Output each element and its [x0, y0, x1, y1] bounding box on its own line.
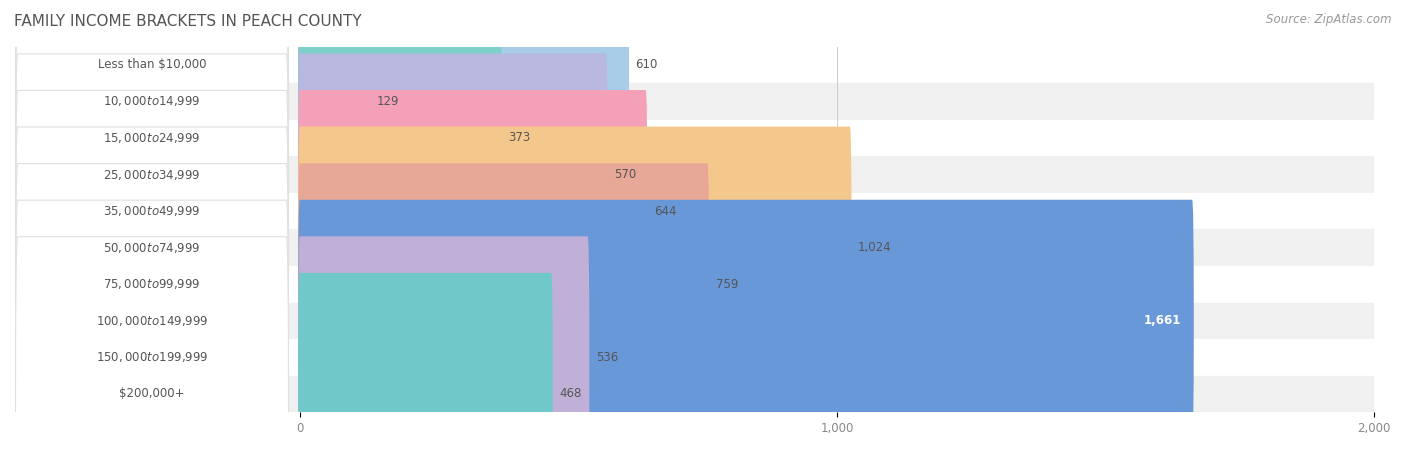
Text: 536: 536	[596, 351, 619, 364]
Text: 644: 644	[654, 205, 676, 218]
Bar	[15, 339, 1374, 376]
FancyBboxPatch shape	[298, 0, 371, 222]
Text: $75,000 to $99,999: $75,000 to $99,999	[103, 277, 201, 291]
FancyBboxPatch shape	[298, 126, 852, 369]
FancyBboxPatch shape	[298, 0, 628, 186]
Text: 610: 610	[636, 58, 658, 71]
Text: 1,024: 1,024	[858, 241, 891, 254]
FancyBboxPatch shape	[15, 0, 288, 294]
Text: FAMILY INCOME BRACKETS IN PEACH COUNTY: FAMILY INCOME BRACKETS IN PEACH COUNTY	[14, 14, 361, 28]
FancyBboxPatch shape	[15, 54, 288, 367]
Bar	[15, 46, 1374, 83]
Text: 570: 570	[614, 168, 637, 181]
FancyBboxPatch shape	[298, 200, 1194, 442]
FancyBboxPatch shape	[15, 90, 288, 404]
Text: Source: ZipAtlas.com: Source: ZipAtlas.com	[1267, 14, 1392, 27]
Bar	[15, 156, 1374, 193]
Text: $100,000 to $149,999: $100,000 to $149,999	[96, 314, 208, 328]
Text: 468: 468	[560, 387, 582, 400]
FancyBboxPatch shape	[298, 236, 589, 450]
Text: 1,661: 1,661	[1144, 315, 1181, 327]
FancyBboxPatch shape	[15, 127, 288, 440]
Bar	[15, 266, 1374, 302]
FancyBboxPatch shape	[298, 17, 502, 259]
FancyBboxPatch shape	[298, 54, 607, 296]
Text: $15,000 to $24,999: $15,000 to $24,999	[103, 131, 201, 145]
FancyBboxPatch shape	[15, 0, 288, 221]
Bar	[15, 302, 1374, 339]
FancyBboxPatch shape	[15, 200, 288, 450]
FancyBboxPatch shape	[298, 90, 647, 332]
FancyBboxPatch shape	[298, 163, 709, 405]
Text: $200,000+: $200,000+	[120, 387, 184, 400]
FancyBboxPatch shape	[15, 17, 288, 331]
FancyBboxPatch shape	[15, 0, 288, 257]
Bar	[15, 120, 1374, 156]
Text: Less than $10,000: Less than $10,000	[98, 58, 207, 71]
Text: $150,000 to $199,999: $150,000 to $199,999	[96, 351, 208, 364]
Bar	[15, 83, 1374, 120]
FancyBboxPatch shape	[15, 237, 288, 450]
Bar	[15, 230, 1374, 266]
Text: $35,000 to $49,999: $35,000 to $49,999	[103, 204, 201, 218]
Bar	[15, 193, 1374, 230]
Bar	[15, 376, 1374, 412]
Text: $25,000 to $34,999: $25,000 to $34,999	[103, 167, 201, 181]
FancyBboxPatch shape	[15, 164, 288, 450]
Text: $10,000 to $14,999: $10,000 to $14,999	[103, 94, 201, 108]
Text: 129: 129	[377, 95, 399, 108]
Text: 759: 759	[716, 278, 738, 291]
FancyBboxPatch shape	[298, 273, 553, 450]
Text: $50,000 to $74,999: $50,000 to $74,999	[103, 241, 201, 255]
Text: 373: 373	[508, 131, 530, 144]
